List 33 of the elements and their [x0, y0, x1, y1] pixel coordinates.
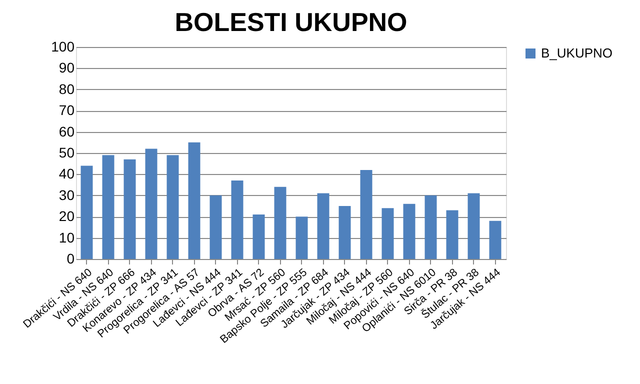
- bar: [296, 216, 308, 259]
- bar: [338, 206, 351, 259]
- y-tick-label: 70: [58, 102, 75, 118]
- bar: [403, 204, 416, 259]
- bar: [124, 159, 136, 259]
- bar: [489, 220, 502, 259]
- bar: [231, 180, 244, 259]
- bar: [210, 195, 222, 259]
- bar: [102, 155, 114, 259]
- chart-title: BOLESTI UKUPNO: [174, 7, 408, 37]
- bar: [188, 142, 200, 259]
- bar: [360, 170, 372, 259]
- legend-label: B_UKUPNO: [541, 46, 613, 60]
- bar: [80, 166, 93, 259]
- y-tick-label: 20: [58, 208, 75, 224]
- y-tick-label: 40: [58, 166, 75, 182]
- bar: [382, 208, 394, 259]
- y-tick-label: 30: [58, 186, 75, 203]
- bar: [166, 155, 179, 259]
- y-tick-label: 100: [51, 38, 75, 54]
- bar: [446, 210, 458, 259]
- y-tick-label: 50: [58, 144, 75, 160]
- y-tick-label: 10: [58, 229, 75, 246]
- y-tick-label: 80: [58, 80, 75, 97]
- bar: [145, 148, 158, 259]
- y-tick-label: 90: [58, 60, 75, 76]
- y-tick-label: 0: [66, 250, 75, 266]
- bar: [274, 186, 286, 259]
- bar: [424, 195, 437, 259]
- bar: [468, 193, 480, 259]
- bar: [317, 193, 330, 259]
- bar: [252, 214, 265, 259]
- y-tick-label: 60: [58, 123, 75, 140]
